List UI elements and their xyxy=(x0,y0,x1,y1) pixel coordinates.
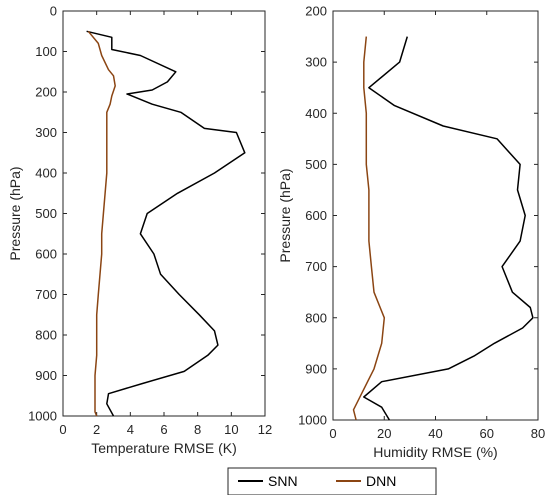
x-tick-label: 0 xyxy=(59,422,66,437)
y-tick-label: 200 xyxy=(35,85,57,100)
y-tick-label: 900 xyxy=(305,361,327,376)
y-tick-label: 500 xyxy=(35,206,57,221)
y-axis-label: Pressure (hPa) xyxy=(7,166,23,260)
plot-area-frame xyxy=(62,10,266,417)
y-tick-label: 600 xyxy=(305,208,327,223)
y-tick-label: 900 xyxy=(35,368,57,383)
y-tick-label: 800 xyxy=(305,310,327,325)
y-tick-label: 700 xyxy=(305,259,327,274)
x-tick-label: 4 xyxy=(127,422,134,437)
humidity-panel: 0 20 40 60 80 200 300 400 500 600 700 800 900 1000 Hum… xyxy=(277,4,545,461)
x-tick-label: 80 xyxy=(531,426,545,441)
y-tick-label: 600 xyxy=(35,247,57,262)
y-tick-label: 300 xyxy=(305,55,327,70)
y-tick-label: 800 xyxy=(35,328,57,343)
x-tick-label: 6 xyxy=(160,422,167,437)
y-tick-label: 1000 xyxy=(298,413,327,428)
x-tick-label: 20 xyxy=(377,426,391,441)
x-tick-label: 8 xyxy=(194,422,201,437)
y-tick-label: 400 xyxy=(305,106,327,121)
legend-label-snn: SNN xyxy=(268,473,298,489)
x-tick-label: 40 xyxy=(428,426,442,441)
x-axis-label: Humidity RMSE (%) xyxy=(373,444,497,460)
y-tick-label: 100 xyxy=(35,44,57,59)
legend-label-dnn: DNN xyxy=(366,473,396,489)
x-tick-label: 12 xyxy=(258,422,272,437)
series-line-dnn xyxy=(352,36,386,421)
y-tick-label: 500 xyxy=(305,157,327,172)
legend: SNN DNN xyxy=(227,467,437,495)
series-line-snn xyxy=(86,30,246,417)
x-tick-label: 60 xyxy=(480,426,494,441)
y-tick-label: 700 xyxy=(35,287,57,302)
x-axis-label: Temperature RMSE (K) xyxy=(91,440,236,456)
x-tick-label: 10 xyxy=(224,422,238,437)
y-tick-label: 400 xyxy=(35,166,57,181)
y-tick-label: 1000 xyxy=(28,409,57,424)
x-tick-label: 0 xyxy=(329,426,336,441)
series-line-snn xyxy=(363,36,534,421)
y-tick-label: 200 xyxy=(305,4,327,19)
y-tick-label: 0 xyxy=(50,4,57,19)
series-line-dnn xyxy=(87,30,116,417)
y-tick-label: 300 xyxy=(35,125,57,140)
y-axis-label: Pressure (hPa) xyxy=(277,168,293,262)
temperature-panel: 0 2 4 6 8 10 12 0 100 200 300 400 500 600 700 800 900 100… xyxy=(7,4,272,457)
x-tick-label: 2 xyxy=(93,422,100,437)
